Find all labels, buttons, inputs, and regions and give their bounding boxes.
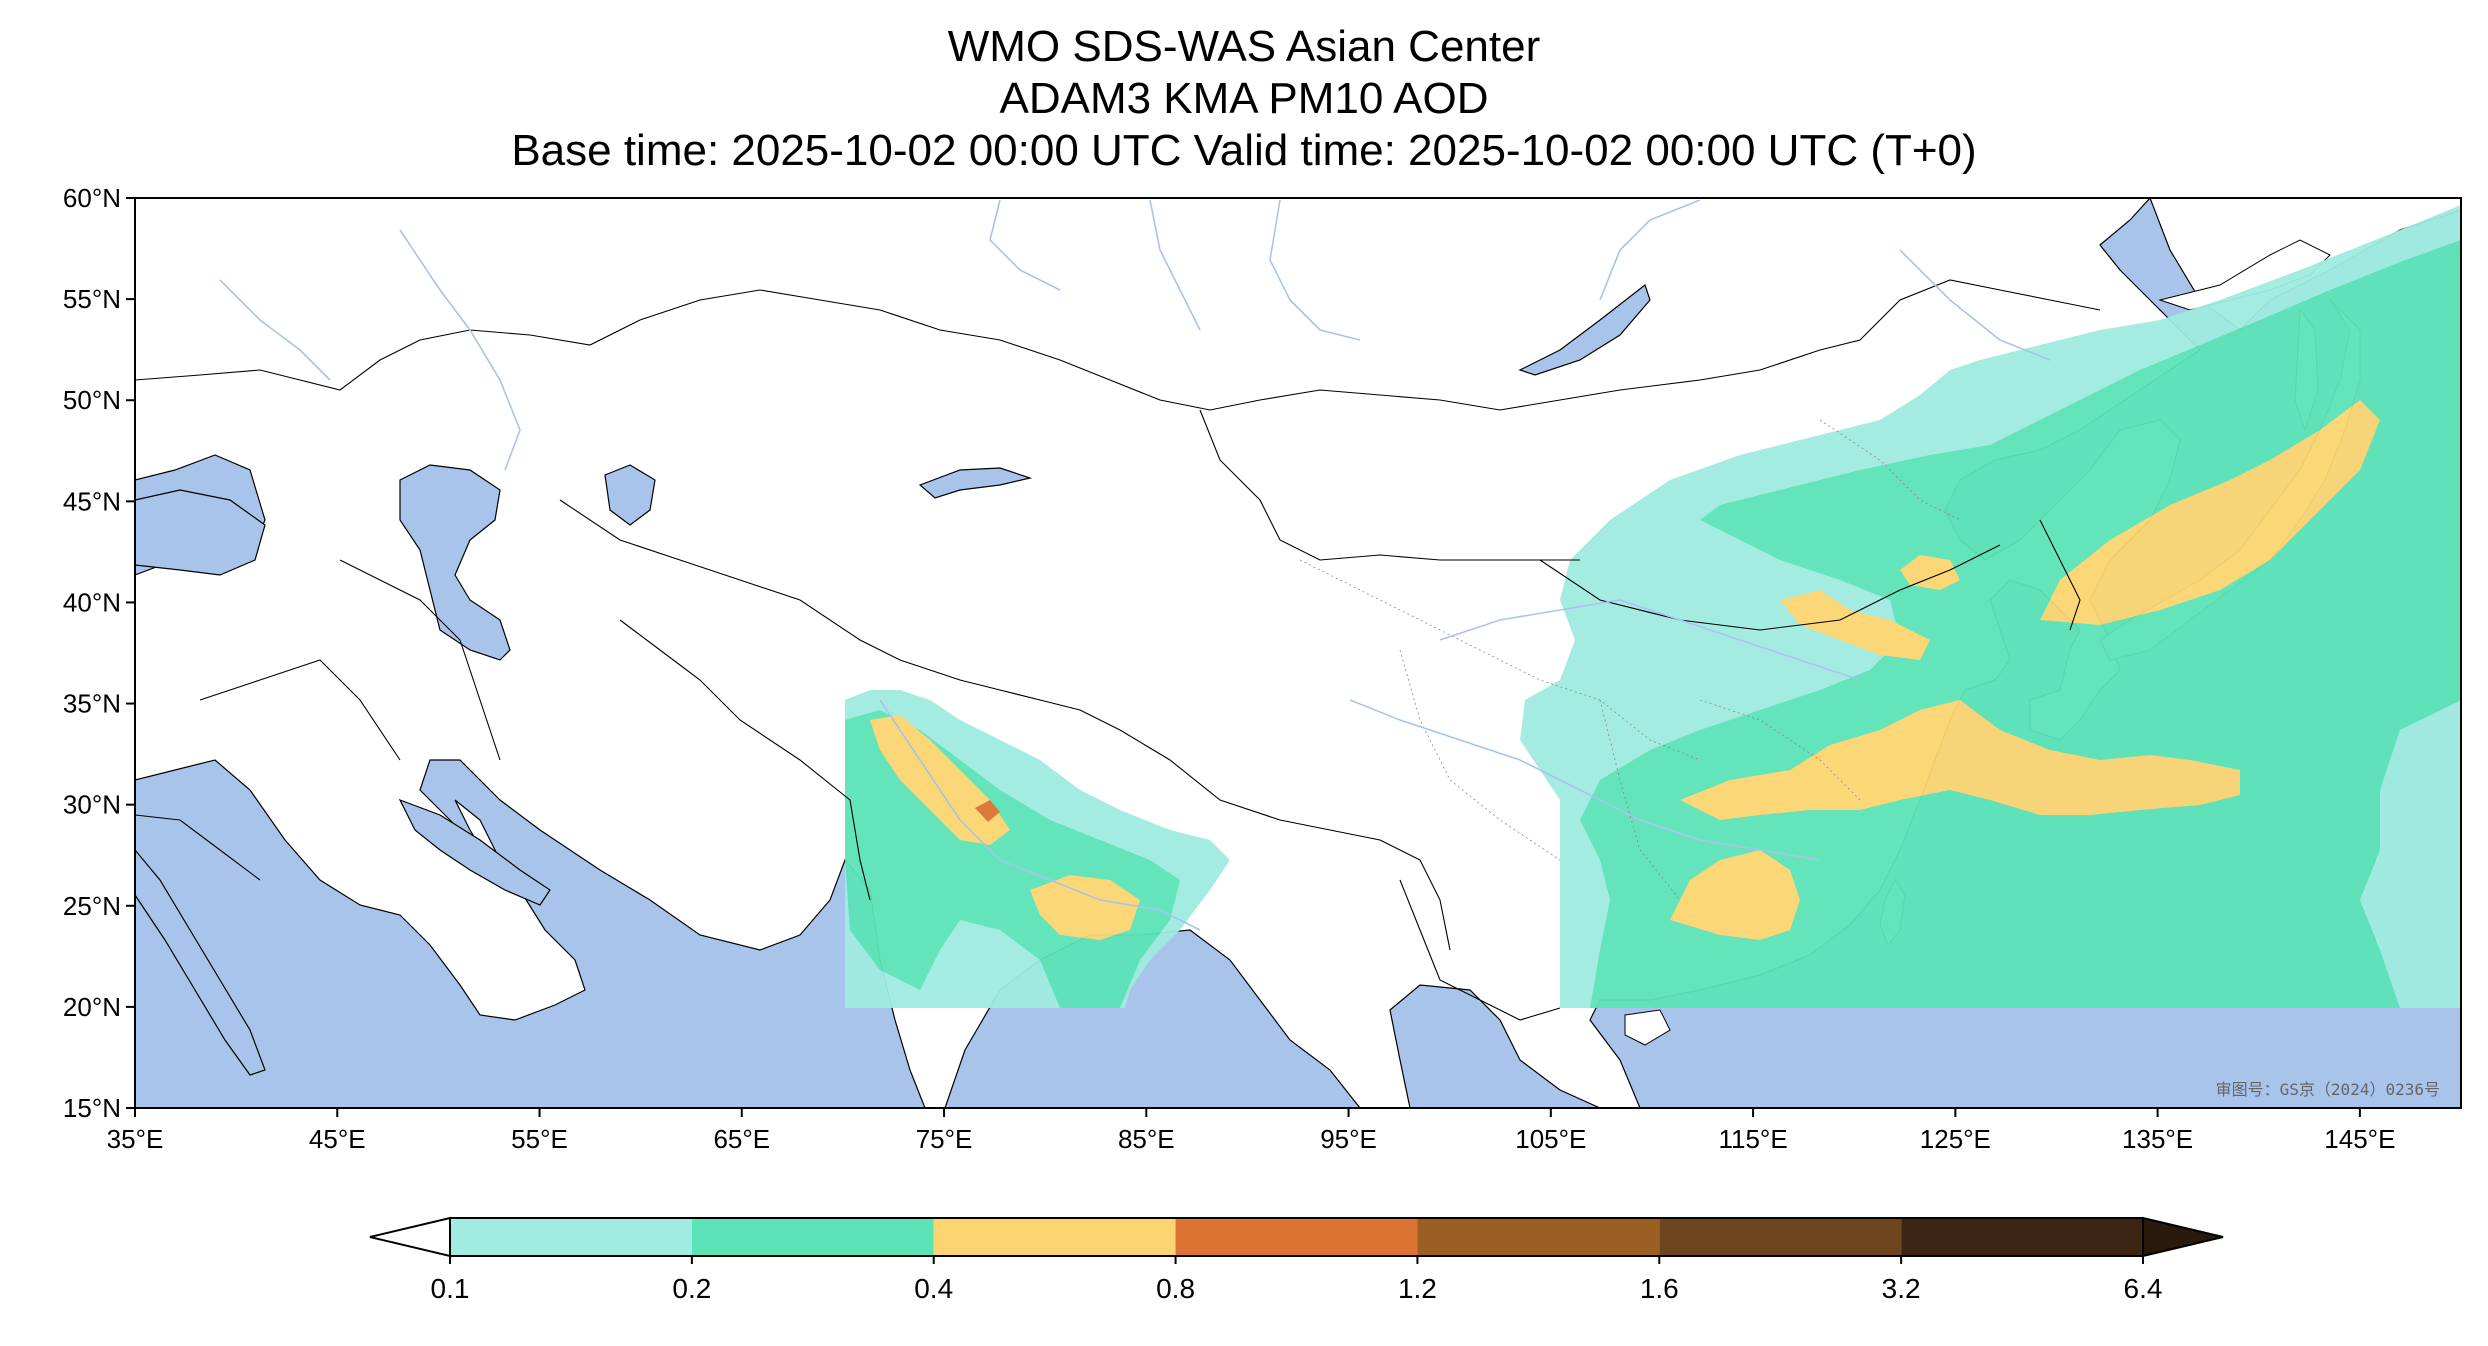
colorbar-tick-label: 3.2 — [1882, 1273, 1921, 1304]
lon-tick-label: 35°E — [107, 1124, 164, 1154]
province-borders — [1299, 419, 1961, 901]
colorbar-tick-label: 0.4 — [914, 1273, 953, 1304]
lon-tick-label: 105°E — [1515, 1124, 1586, 1154]
aod-blob-bohai — [1900, 555, 1960, 590]
colorbar-over-arrow — [2142, 1216, 2224, 1258]
aod-blob-indus-gangetic — [870, 715, 1010, 845]
lon-tick-label: 55°E — [511, 1124, 568, 1154]
lon-tick-label: 145°E — [2324, 1124, 2395, 1154]
lat-tick-label: 50°N — [63, 385, 121, 415]
lon-tick-label: 65°E — [713, 1124, 770, 1154]
map-title-line3: Base time: 2025-10-02 00:00 UTC Valid ti… — [511, 126, 1977, 175]
aod-blob-ganges — [1030, 875, 1140, 940]
colorbar-tick-label: 6.4 — [2124, 1273, 2163, 1304]
colorbar-under-arrow — [369, 1216, 451, 1258]
colorbar-tick-label: 0.8 — [1156, 1273, 1195, 1304]
lake-balkhash — [918, 467, 1033, 499]
map-title-line1: WMO SDS-WAS Asian Center — [947, 22, 1541, 71]
colorbar-segment — [933, 1218, 1176, 1256]
colorbar-segment — [691, 1218, 934, 1256]
persian-gulf — [398, 798, 551, 906]
lat-tick-label: 25°N — [63, 891, 121, 921]
colorbar-tick-label: 0.2 — [672, 1273, 711, 1304]
colorbar: 0.1 0.2 0.4 0.8 1.2 1.6 3.2 6.4 — [369, 1216, 2224, 1304]
map-approval-number: 审图号：GS京（2024）0236号 — [2216, 1080, 2440, 1099]
lat-tick-label: 20°N — [63, 992, 121, 1022]
lon-tick-label: 85°E — [1118, 1124, 1175, 1154]
lon-tick-label: 95°E — [1320, 1124, 1377, 1154]
lat-tick-label: 30°N — [63, 790, 121, 820]
colorbar-tick-label: 0.1 — [431, 1273, 470, 1304]
aod-blob-japan-sea — [2040, 400, 2380, 625]
colorbar-segment — [1659, 1218, 1902, 1256]
lat-tick-label: 40°N — [63, 587, 121, 617]
lon-tick-label: 135°E — [2122, 1124, 2193, 1154]
country-borders — [135, 279, 2101, 1021]
black-sea — [135, 489, 266, 576]
aod-spot-punjab — [975, 800, 1000, 822]
aod-blob-south-china — [1670, 850, 1800, 940]
lon-tick-label: 75°E — [916, 1124, 973, 1154]
aod-blob-north-china — [1780, 590, 1930, 660]
colorbar-tick-label: 1.6 — [1640, 1273, 1679, 1304]
lake-baikal — [1518, 284, 1651, 376]
lon-tick-label: 115°E — [1718, 1124, 1787, 1154]
map-title-line2: ADAM3 KMA PM10 AOD — [999, 74, 1489, 123]
lat-tick-label: 45°N — [63, 486, 121, 516]
latitude-axis: 60°N 55°N 50°N 45°N 40°N 35°N 30°N 25°N 20°N 15°N — [63, 183, 135, 1123]
lon-tick-label: 125°E — [1920, 1124, 1991, 1154]
aod-blob-yellow-sea — [1680, 700, 2240, 820]
red-sea — [135, 849, 266, 1076]
colorbar-tick-label: 1.2 — [1398, 1273, 1437, 1304]
rivers — [219, 199, 2051, 931]
longitude-axis: 35°E 45°E 55°E 65°E 75°E 85°E 95°E 105°E 115°E 12… — [107, 1108, 2395, 1154]
lat-tick-label: 60°N — [63, 183, 121, 213]
colorbar-segment — [450, 1218, 692, 1256]
colorbar-segment — [1417, 1218, 1660, 1256]
colorbar-segment — [1175, 1218, 1418, 1256]
hainan — [1624, 1009, 1671, 1046]
lat-tick-label: 55°N — [63, 284, 121, 314]
colorbar-segment — [1901, 1218, 2143, 1256]
lat-tick-label: 35°N — [63, 689, 121, 719]
aod-shading — [845, 205, 2461, 1008]
aod-region-east-asia-mid — [1580, 240, 2461, 1008]
colorbar-frame — [449, 1217, 2144, 1257]
lon-tick-label: 45°E — [309, 1124, 366, 1154]
aral-sea — [604, 464, 656, 526]
map-frame — [134, 197, 2462, 1109]
lat-tick-label: 15°N — [63, 1093, 121, 1123]
caspian-sea — [399, 464, 511, 661]
